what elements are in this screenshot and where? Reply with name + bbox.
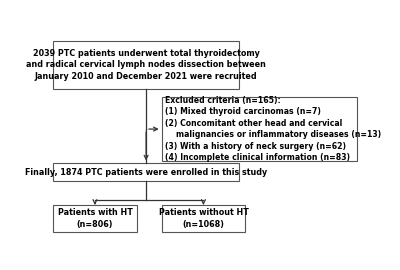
FancyBboxPatch shape	[162, 97, 357, 161]
Text: Finally, 1874 PTC patients were enrolled in this study: Finally, 1874 PTC patients were enrolled…	[25, 168, 267, 177]
Text: Patients with HT
(n=806): Patients with HT (n=806)	[58, 208, 132, 229]
FancyBboxPatch shape	[162, 205, 245, 232]
FancyBboxPatch shape	[53, 205, 137, 232]
Text: 2039 PTC patients underwent total thyroidectomy
and radical cervical lymph nodes: 2039 PTC patients underwent total thyroi…	[26, 49, 266, 80]
FancyBboxPatch shape	[53, 163, 239, 181]
Text: Excluded criteria (n=165):
(1) Mixed thyroid carcinomas (n=7)
(2) Concomitant ot: Excluded criteria (n=165): (1) Mixed thy…	[165, 96, 382, 162]
Text: Patients without HT
(n=1068): Patients without HT (n=1068)	[158, 208, 248, 229]
FancyBboxPatch shape	[53, 41, 239, 89]
